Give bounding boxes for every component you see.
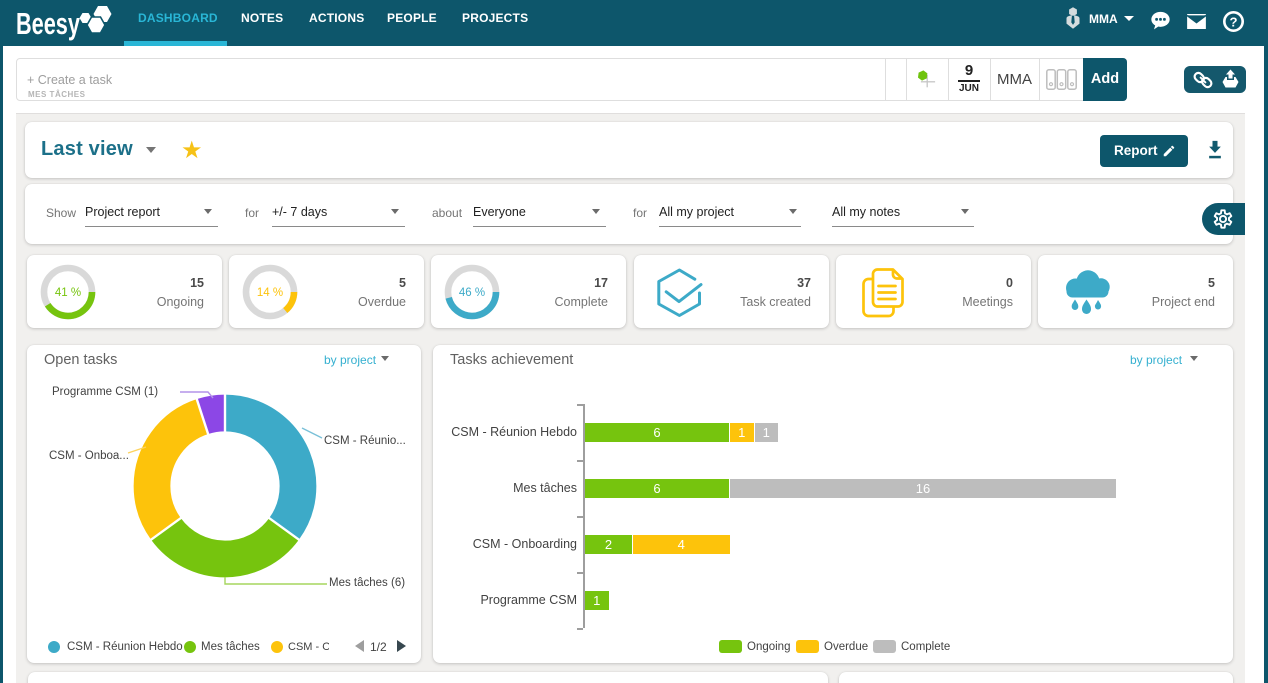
svg-text:41 %: 41 % (55, 287, 81, 299)
svg-text:46 %: 46 % (459, 287, 485, 299)
svg-text:?: ? (1229, 14, 1237, 29)
svg-text:14 %: 14 % (257, 287, 283, 299)
